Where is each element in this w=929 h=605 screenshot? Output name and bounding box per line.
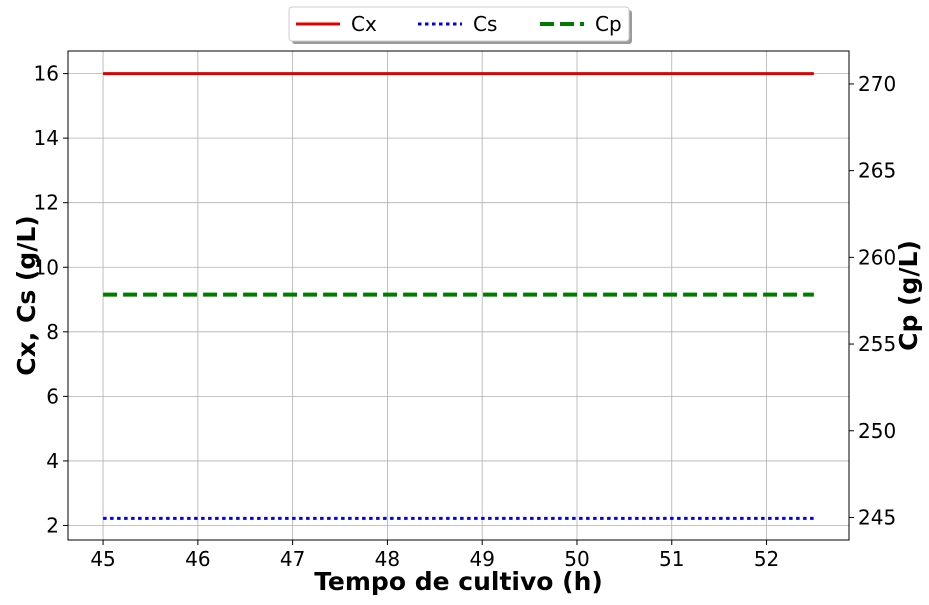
y-right-axis-title: Cp (g/L) — [894, 240, 923, 351]
legend-box — [288, 6, 630, 42]
y-right-tick-label: 245 — [858, 505, 896, 529]
legend-label-cs: Cs — [473, 12, 497, 36]
x-tick-label: 48 — [375, 547, 400, 571]
series-layer — [103, 72, 814, 520]
x-tick-label: 45 — [90, 547, 115, 571]
x-tick-label: 51 — [659, 547, 684, 571]
y-left-axis-title: Cx, Cs (g/L) — [12, 215, 41, 375]
ticks-layer: 45 46 47 48 49 50 51 52246810121416245250255260… — [34, 62, 897, 571]
x-tick-label: 46 — [185, 547, 210, 571]
y-left-tick-label: 10 — [34, 255, 59, 279]
x-tick-label: 49 — [469, 547, 494, 571]
y-right-tick-label: 265 — [858, 159, 896, 183]
legend-label-cp: Cp — [595, 12, 622, 36]
y-right-tick-label: 260 — [858, 245, 896, 269]
y-right-tick-label: 250 — [858, 419, 896, 443]
y-right-tick-label: 255 — [858, 332, 896, 356]
y-left-tick-label: 8 — [46, 320, 59, 344]
legend: Cx Cs Cp — [288, 6, 632, 44]
y-left-tick-label: 12 — [34, 191, 59, 215]
x-tick-label: 50 — [564, 547, 589, 571]
y-left-tick-label: 14 — [34, 126, 59, 150]
x-tick-label: 47 — [280, 547, 305, 571]
y-left-tick-label: 6 — [46, 384, 59, 408]
plot-frame — [67, 50, 850, 541]
y-right-tick-label: 270 — [858, 72, 896, 96]
x-tick-label: 52 — [754, 547, 779, 571]
y-left-tick-label: 2 — [46, 513, 59, 537]
y-left-tick-label: 16 — [34, 62, 59, 86]
y-left-tick-label: 4 — [46, 449, 59, 473]
x-axis-title: Tempo de cultivo (h) — [314, 567, 603, 596]
legend-items: Cx Cs Cp — [296, 12, 622, 36]
legend-label-cx: Cx — [351, 12, 377, 36]
